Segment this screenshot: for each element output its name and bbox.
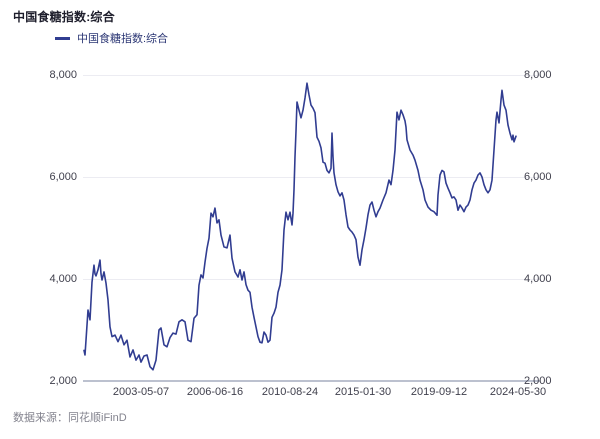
gridline-8000: [83, 75, 540, 76]
series-line: [83, 82, 517, 371]
y-tick-left-4000: 4,000: [49, 273, 77, 285]
y-tick-left-6000: 6,000: [49, 171, 77, 183]
legend-line-swatch: [55, 36, 70, 40]
data-source: 数据来源：同花顺iFinD: [13, 412, 127, 424]
x-tick-2003: 2003-05-07: [112, 386, 170, 398]
chart-title: 中国食糖指数:综合: [13, 10, 115, 24]
x-tick-2010: 2010-08-24: [261, 386, 319, 398]
gridline-6000: [83, 177, 540, 178]
y-tick-right-6000: 6,000: [524, 171, 552, 183]
y-tick-right-2000: 2,000: [524, 375, 552, 387]
gridline-4000: [83, 279, 540, 280]
x-tick-2006: 2006-06-16: [186, 386, 244, 398]
y-tick-right-4000: 4,000: [524, 273, 552, 285]
legend-label: 中国食糖指数:综合: [77, 33, 169, 45]
y-tick-right-8000: 8,000: [524, 69, 552, 81]
y-tick-left-8000: 8,000: [49, 69, 77, 81]
y-tick-left-2000: 2,000: [49, 375, 77, 387]
x-tick-2015: 2015-01-30: [334, 386, 392, 398]
x-axis-line: [83, 380, 540, 382]
x-tick-2024: 2024-05-30: [489, 386, 547, 398]
x-tick-2019: 2019-09-12: [410, 386, 468, 398]
legend[interactable]: 中国食糖指数:综合: [55, 30, 168, 46]
